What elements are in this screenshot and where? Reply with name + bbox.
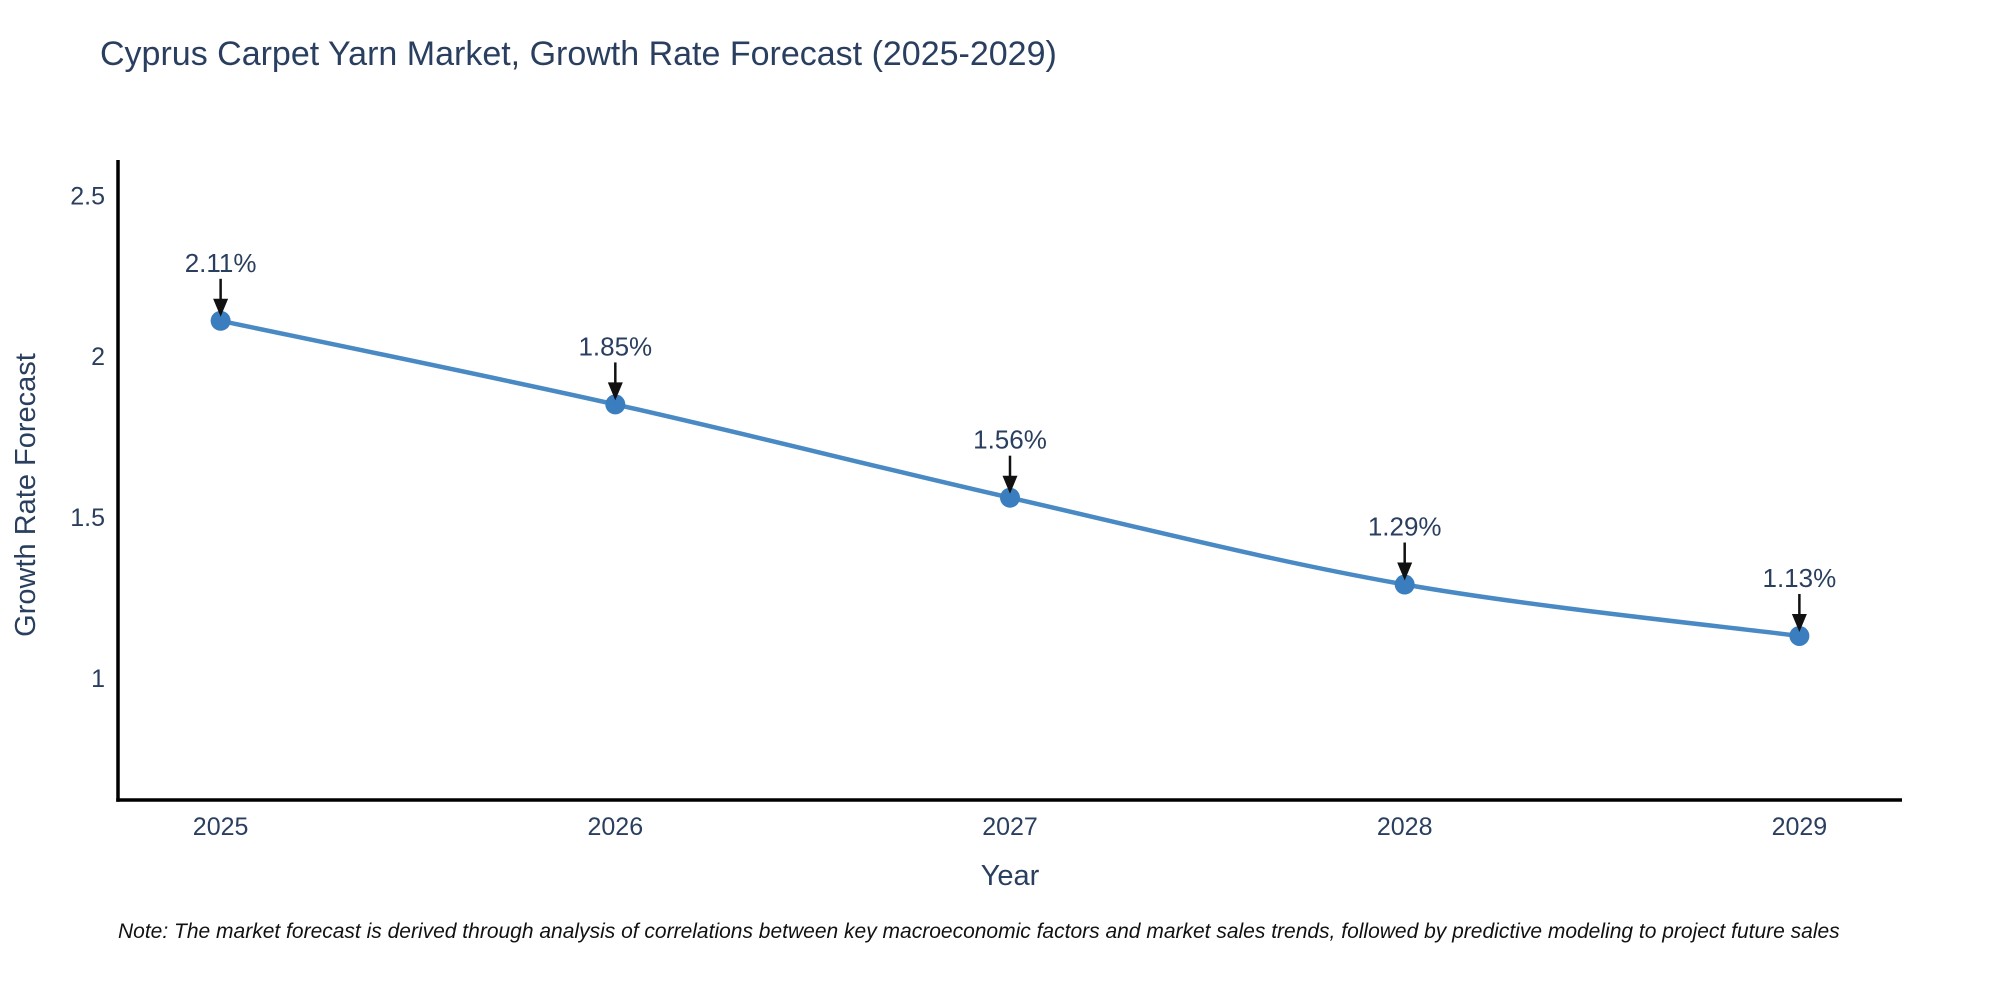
data-point-marker (605, 394, 626, 415)
annotation-arrowhead (1002, 475, 1018, 494)
y-tick-label: 2 (91, 343, 105, 371)
x-tick-label: 2028 (1377, 813, 1433, 841)
y-tick-label: 2.5 (70, 182, 105, 210)
data-point-marker (1789, 625, 1810, 646)
data-point-marker (210, 310, 231, 331)
annotation-label: 1.29% (1368, 512, 1442, 542)
annotation-arrowhead (1397, 562, 1413, 581)
annotation-label: 1.85% (578, 331, 652, 361)
x-tick-label: 2025 (193, 813, 249, 841)
annotation-arrowhead (213, 298, 229, 317)
annotation-label: 1.56% (973, 425, 1047, 455)
x-tick-label: 2026 (587, 813, 643, 841)
annotation-label: 2.11% (185, 248, 257, 278)
data-point-marker (1000, 487, 1020, 508)
footnote: Note: The market forecast is derived thr… (118, 920, 1840, 943)
y-tick-label: 1.5 (70, 504, 105, 532)
chart-title: Cyprus Carpet Yarn Market, Growth Rate F… (100, 35, 1057, 73)
annotation-arrowhead (1791, 613, 1807, 632)
annotation-arrowhead (607, 382, 623, 401)
x-tick-label: 2027 (982, 813, 1038, 841)
y-tick-label: 1 (91, 665, 105, 693)
annotation-label: 1.13% (1763, 563, 1837, 593)
x-axis-title: Year (980, 860, 1040, 892)
x-tick-label: 2029 (1772, 813, 1828, 841)
data-point-marker (1394, 574, 1415, 595)
